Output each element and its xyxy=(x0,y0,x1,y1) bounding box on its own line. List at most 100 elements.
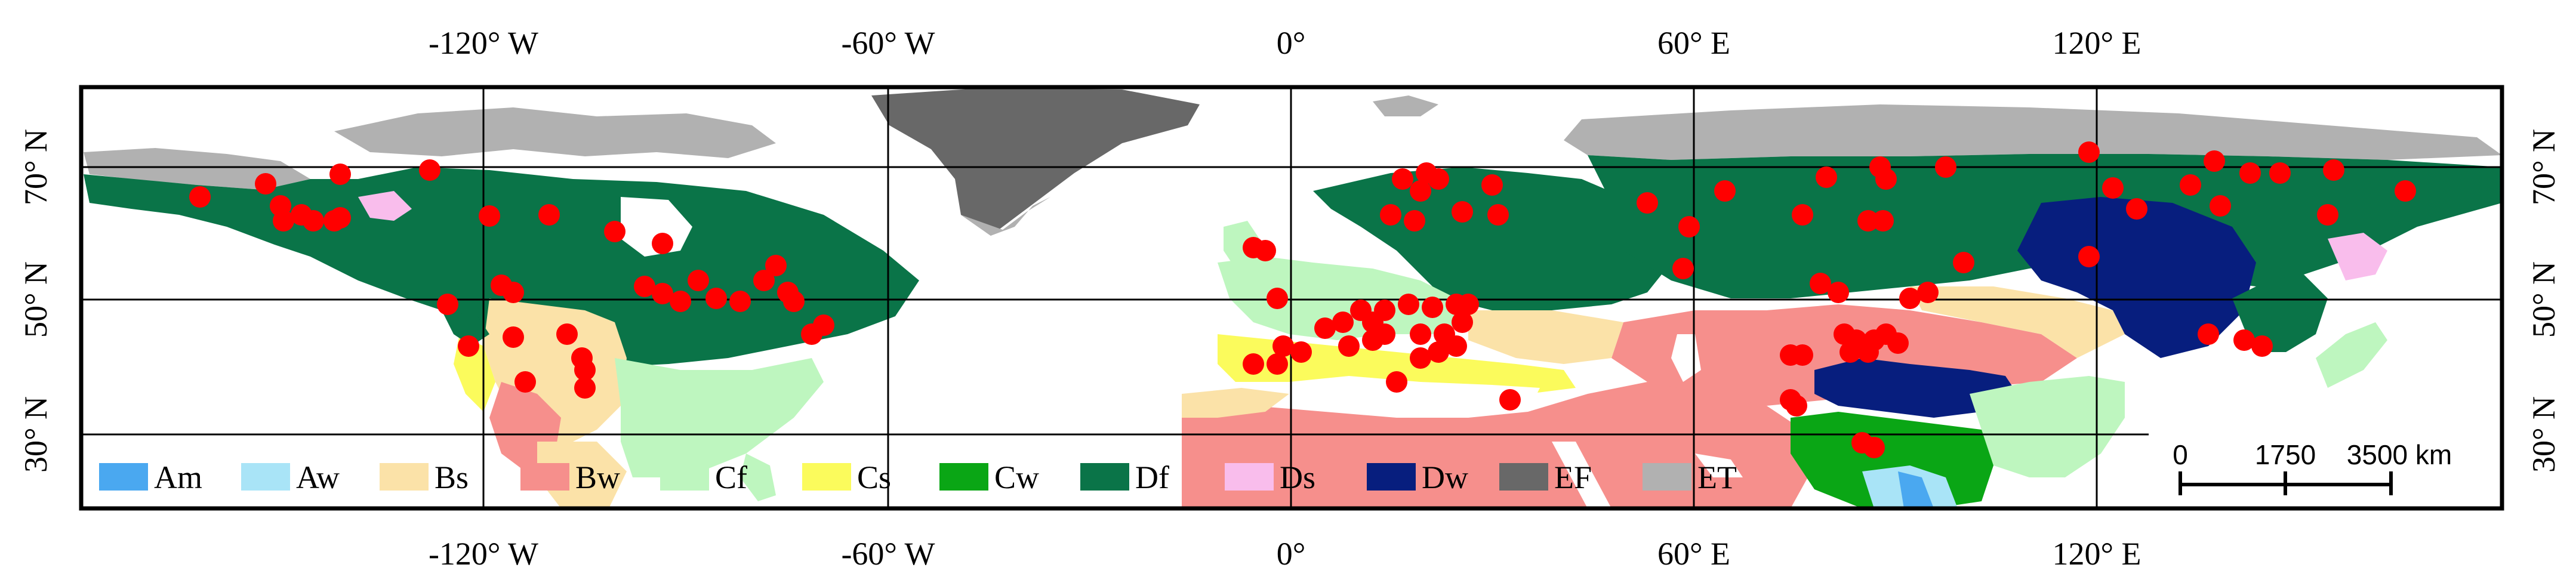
greenland-rim-tundra xyxy=(961,197,1050,236)
legend-swatch-bs xyxy=(380,463,429,491)
legend-label-bw: Bw xyxy=(575,459,620,495)
korea-japan-df xyxy=(2232,275,2328,352)
station-marker xyxy=(670,291,691,312)
station-marker xyxy=(2233,329,2255,351)
station-marker xyxy=(437,294,458,315)
hudson-bay-water xyxy=(621,197,692,257)
europe-west-cf xyxy=(1218,257,1468,340)
legend-swatch-cw xyxy=(939,463,988,491)
arctic-archipelago-tundra xyxy=(334,107,776,158)
station-marker xyxy=(1872,210,1894,232)
station-marker xyxy=(1672,258,1694,279)
legend-label-am: Am xyxy=(154,459,202,495)
station-marker xyxy=(1422,297,1443,318)
scale-bar: 0 1750 3500 km xyxy=(2149,430,2501,507)
station-marker xyxy=(514,371,536,393)
lon-tick-bottom-120e: 120° E xyxy=(2052,536,2141,572)
map-frame-border xyxy=(79,85,2504,511)
station-marker xyxy=(273,210,294,232)
mongolia-bs xyxy=(1910,286,2125,358)
lon-tick-top-60e: 60° E xyxy=(1657,25,1730,61)
station-marker xyxy=(1678,216,1700,238)
legend-swatch-df xyxy=(1080,463,1129,491)
station-marker xyxy=(1481,174,1503,196)
station-marker xyxy=(1786,395,1807,417)
station-marker xyxy=(1935,156,1956,178)
bay-of-bengal-am xyxy=(1898,471,1934,508)
station-marker xyxy=(571,347,593,369)
station-marker xyxy=(1272,335,1294,357)
station-marker xyxy=(783,291,805,312)
legend-label-aw: Aw xyxy=(296,459,340,495)
lat-tick-right-50n: 50° N xyxy=(2526,261,2562,338)
station-marker xyxy=(2126,198,2147,220)
station-marker xyxy=(1428,168,1449,190)
lon-tick-top-60w: -60° W xyxy=(841,25,935,61)
legend-label-ef: EF xyxy=(1554,459,1592,495)
station-marker xyxy=(2204,150,2225,172)
station-marker xyxy=(1398,294,1419,315)
station-marker xyxy=(753,270,775,291)
legend-swatch-bw xyxy=(520,463,569,491)
station-marker xyxy=(688,270,709,291)
central-asia-bs xyxy=(1468,310,1623,364)
station-marker xyxy=(1446,335,1467,357)
station-markers xyxy=(189,141,2416,458)
station-marker xyxy=(2198,323,2219,345)
station-marker xyxy=(2180,174,2201,196)
station-marker xyxy=(604,221,625,242)
station-marker xyxy=(2078,246,2100,267)
station-marker xyxy=(1869,156,1891,178)
station-marker xyxy=(1499,389,1521,411)
station-marker xyxy=(479,205,500,227)
station-marker xyxy=(255,173,276,195)
station-marker xyxy=(1410,180,1431,202)
station-marker xyxy=(1410,323,1431,345)
china-dw-band xyxy=(1814,358,2017,418)
station-marker xyxy=(1428,341,1449,363)
station-marker xyxy=(813,314,834,336)
persian-gulf xyxy=(1695,454,1743,477)
svalbard-tundra xyxy=(1373,95,1438,116)
lon-tick-bottom-120w: -120° W xyxy=(429,536,538,572)
legend-swatch-am xyxy=(99,463,148,491)
mediterranean-sea xyxy=(1289,376,1540,412)
station-marker xyxy=(2078,141,2100,163)
station-marker xyxy=(652,233,673,254)
legend-swatch-ef xyxy=(1499,463,1548,491)
station-marker xyxy=(1386,371,1407,393)
lon-tick-top-0: 0° xyxy=(1277,25,1306,61)
station-marker xyxy=(2395,180,2416,202)
scale-bar-background xyxy=(2149,430,2501,507)
legend-swatch-dw xyxy=(1367,463,1416,491)
station-marker xyxy=(303,210,324,232)
station-marker xyxy=(1863,437,1885,458)
scale-label-3500-km: 3500 km xyxy=(2347,439,2452,470)
legend-swatch-cs xyxy=(802,463,851,491)
station-marker xyxy=(1338,335,1360,357)
station-marker xyxy=(1267,288,1288,309)
lon-tick-top-120e: 120° E xyxy=(2052,25,2141,61)
legend-label-cw: Cw xyxy=(994,459,1039,495)
station-marker xyxy=(1917,282,1939,303)
china-cf xyxy=(1970,376,2125,477)
legend-swatch-ds xyxy=(1225,463,1274,491)
station-marker xyxy=(1458,294,1479,315)
legend-swatch-et xyxy=(1643,463,1691,491)
station-marker xyxy=(1255,240,1276,261)
station-marker xyxy=(1332,311,1354,333)
siberia-dw xyxy=(2017,197,2256,358)
lat-tick-left-70n: 70° N xyxy=(18,129,54,205)
station-marker xyxy=(574,377,596,399)
legend-label-et: ET xyxy=(1697,459,1737,495)
greenland-ice xyxy=(871,88,1200,236)
alaska-tundra xyxy=(84,148,310,190)
station-marker xyxy=(1410,347,1431,369)
station-marker xyxy=(1362,329,1383,351)
station-marker xyxy=(765,255,787,276)
station-marker xyxy=(1374,300,1395,321)
station-marker xyxy=(1487,204,1509,226)
station-marker xyxy=(1792,204,1813,226)
station-marker xyxy=(1857,341,1879,363)
station-marker xyxy=(1887,332,1909,354)
